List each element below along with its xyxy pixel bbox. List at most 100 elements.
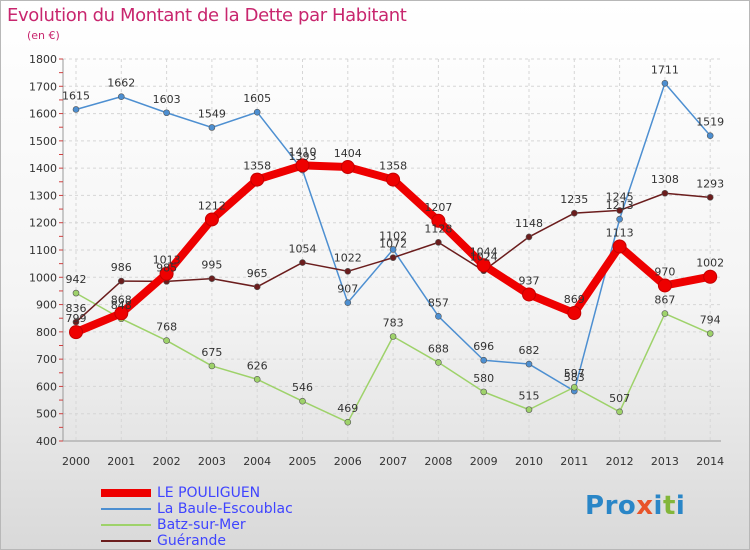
data-point-batz-sur-mer xyxy=(72,289,80,297)
x-tick-label: 2012 xyxy=(606,455,634,468)
logo-letter: i xyxy=(675,491,686,521)
data-point-la-baule-escoublac xyxy=(435,313,442,320)
data-label: 1711 xyxy=(651,63,679,76)
data-label: 469 xyxy=(337,402,358,415)
data-label: 1128 xyxy=(424,222,452,235)
data-point-la-baule-escoublac xyxy=(72,106,80,113)
data-label: 1113 xyxy=(606,226,634,239)
y-tick-label: 1700 xyxy=(29,80,57,93)
legend-swatch-la-baule-escoublac xyxy=(101,508,151,510)
data-point-batz-sur-mer xyxy=(253,376,261,383)
x-tick-label: 2009 xyxy=(470,455,498,468)
data-point-le-pouliguen xyxy=(703,269,718,284)
data-label: 1615 xyxy=(62,89,90,102)
data-label: 515 xyxy=(519,390,540,403)
data-label: 1404 xyxy=(334,147,362,160)
x-tick-label: 2005 xyxy=(289,455,317,468)
data-point-guerande xyxy=(299,259,306,266)
data-point-batz-sur-mer xyxy=(661,310,669,317)
data-point-batz-sur-mer xyxy=(208,362,216,370)
data-label: 682 xyxy=(519,344,540,357)
data-label: 986 xyxy=(111,261,132,274)
data-label: 546 xyxy=(292,381,313,394)
data-label: 1102 xyxy=(379,229,407,242)
data-point-le-pouliguen xyxy=(250,172,265,187)
data-label: 1013 xyxy=(153,254,181,267)
data-label: 1148 xyxy=(515,217,543,230)
legend-item-le-pouliguen: LE POULIGUEN xyxy=(101,485,293,501)
data-point-le-pouliguen xyxy=(159,266,174,281)
x-tick-label: 2014 xyxy=(696,455,724,468)
data-label: 675 xyxy=(201,346,222,359)
data-point-guerande xyxy=(389,254,397,261)
data-label: 1308 xyxy=(651,173,679,186)
data-label: 1022 xyxy=(334,251,362,264)
data-point-la-baule-escoublac xyxy=(480,356,488,364)
x-tick-label: 2007 xyxy=(379,455,407,468)
logo-letter: x xyxy=(636,491,654,521)
data-label: 799 xyxy=(66,312,87,325)
data-point-le-pouliguen xyxy=(69,325,83,340)
data-label: 597 xyxy=(564,367,585,380)
data-label: 1054 xyxy=(289,243,317,256)
data-label: 1002 xyxy=(696,257,724,270)
data-point-le-pouliguen xyxy=(657,278,672,293)
y-tick-label: 1300 xyxy=(29,189,57,202)
data-label: 1410 xyxy=(289,145,317,158)
legend-label: Guérande xyxy=(157,533,227,549)
data-label: 583 xyxy=(564,371,585,384)
data-label: 1044 xyxy=(470,245,498,258)
legend: LE POULIGUEN La Baule-Escoublac Batz-sur… xyxy=(101,485,293,549)
data-point-batz-sur-mer xyxy=(299,397,306,405)
data-point-batz-sur-mer xyxy=(389,333,397,340)
data-point-guerande xyxy=(525,233,533,241)
data-point-batz-sur-mer xyxy=(480,388,488,396)
data-point-guerande xyxy=(72,318,80,326)
y-tick-label: 1600 xyxy=(29,108,57,121)
data-label: 942 xyxy=(66,273,87,286)
data-point-guerande xyxy=(435,239,442,246)
x-tick-label: 2004 xyxy=(243,455,271,468)
data-point-le-pouliguen xyxy=(204,212,219,227)
data-label: 995 xyxy=(201,259,222,272)
data-point-le-pouliguen xyxy=(386,172,401,187)
y-tick-label: 1200 xyxy=(29,217,57,230)
data-point-le-pouliguen xyxy=(431,213,446,228)
data-label: 1358 xyxy=(379,160,407,173)
data-label: 836 xyxy=(66,302,87,315)
y-tick-label: 1800 xyxy=(29,53,57,66)
data-point-la-baule-escoublac xyxy=(389,246,397,253)
data-label: 1213 xyxy=(606,199,634,212)
logo-letter: r xyxy=(604,491,618,521)
data-label: 1549 xyxy=(198,107,226,120)
data-label: 1605 xyxy=(243,92,271,105)
data-label: 985 xyxy=(156,261,177,274)
data-label: 970 xyxy=(654,265,675,278)
data-point-guerande xyxy=(616,207,623,214)
data-label: 907 xyxy=(337,283,358,296)
x-tick-label: 2002 xyxy=(153,455,181,468)
data-point-guerande xyxy=(570,209,578,217)
legend-swatch-guerande xyxy=(101,540,151,542)
data-point-le-pouliguen xyxy=(114,306,129,321)
x-tick-label: 2008 xyxy=(424,455,452,468)
x-tick-label: 2006 xyxy=(334,455,362,468)
data-label: 965 xyxy=(247,267,268,280)
data-point-la-baule-escoublac xyxy=(163,109,170,117)
data-label: 857 xyxy=(428,296,449,309)
legend-label: La Baule-Escoublac xyxy=(157,501,293,517)
data-label: 937 xyxy=(519,274,540,287)
data-label: 1212 xyxy=(198,199,226,212)
legend-label: LE POULIGUEN xyxy=(157,485,261,501)
data-point-batz-sur-mer xyxy=(435,359,442,366)
data-label: 507 xyxy=(609,392,630,405)
data-label: 869 xyxy=(564,293,585,306)
data-label: 1072 xyxy=(379,238,407,251)
y-tick-label: 600 xyxy=(36,380,57,393)
data-point-le-pouliguen xyxy=(567,306,582,321)
data-point-la-baule-escoublac xyxy=(706,132,714,139)
data-point-guerande xyxy=(706,194,714,201)
data-point-le-pouliguen xyxy=(522,287,536,302)
y-tick-label: 1000 xyxy=(29,271,57,284)
